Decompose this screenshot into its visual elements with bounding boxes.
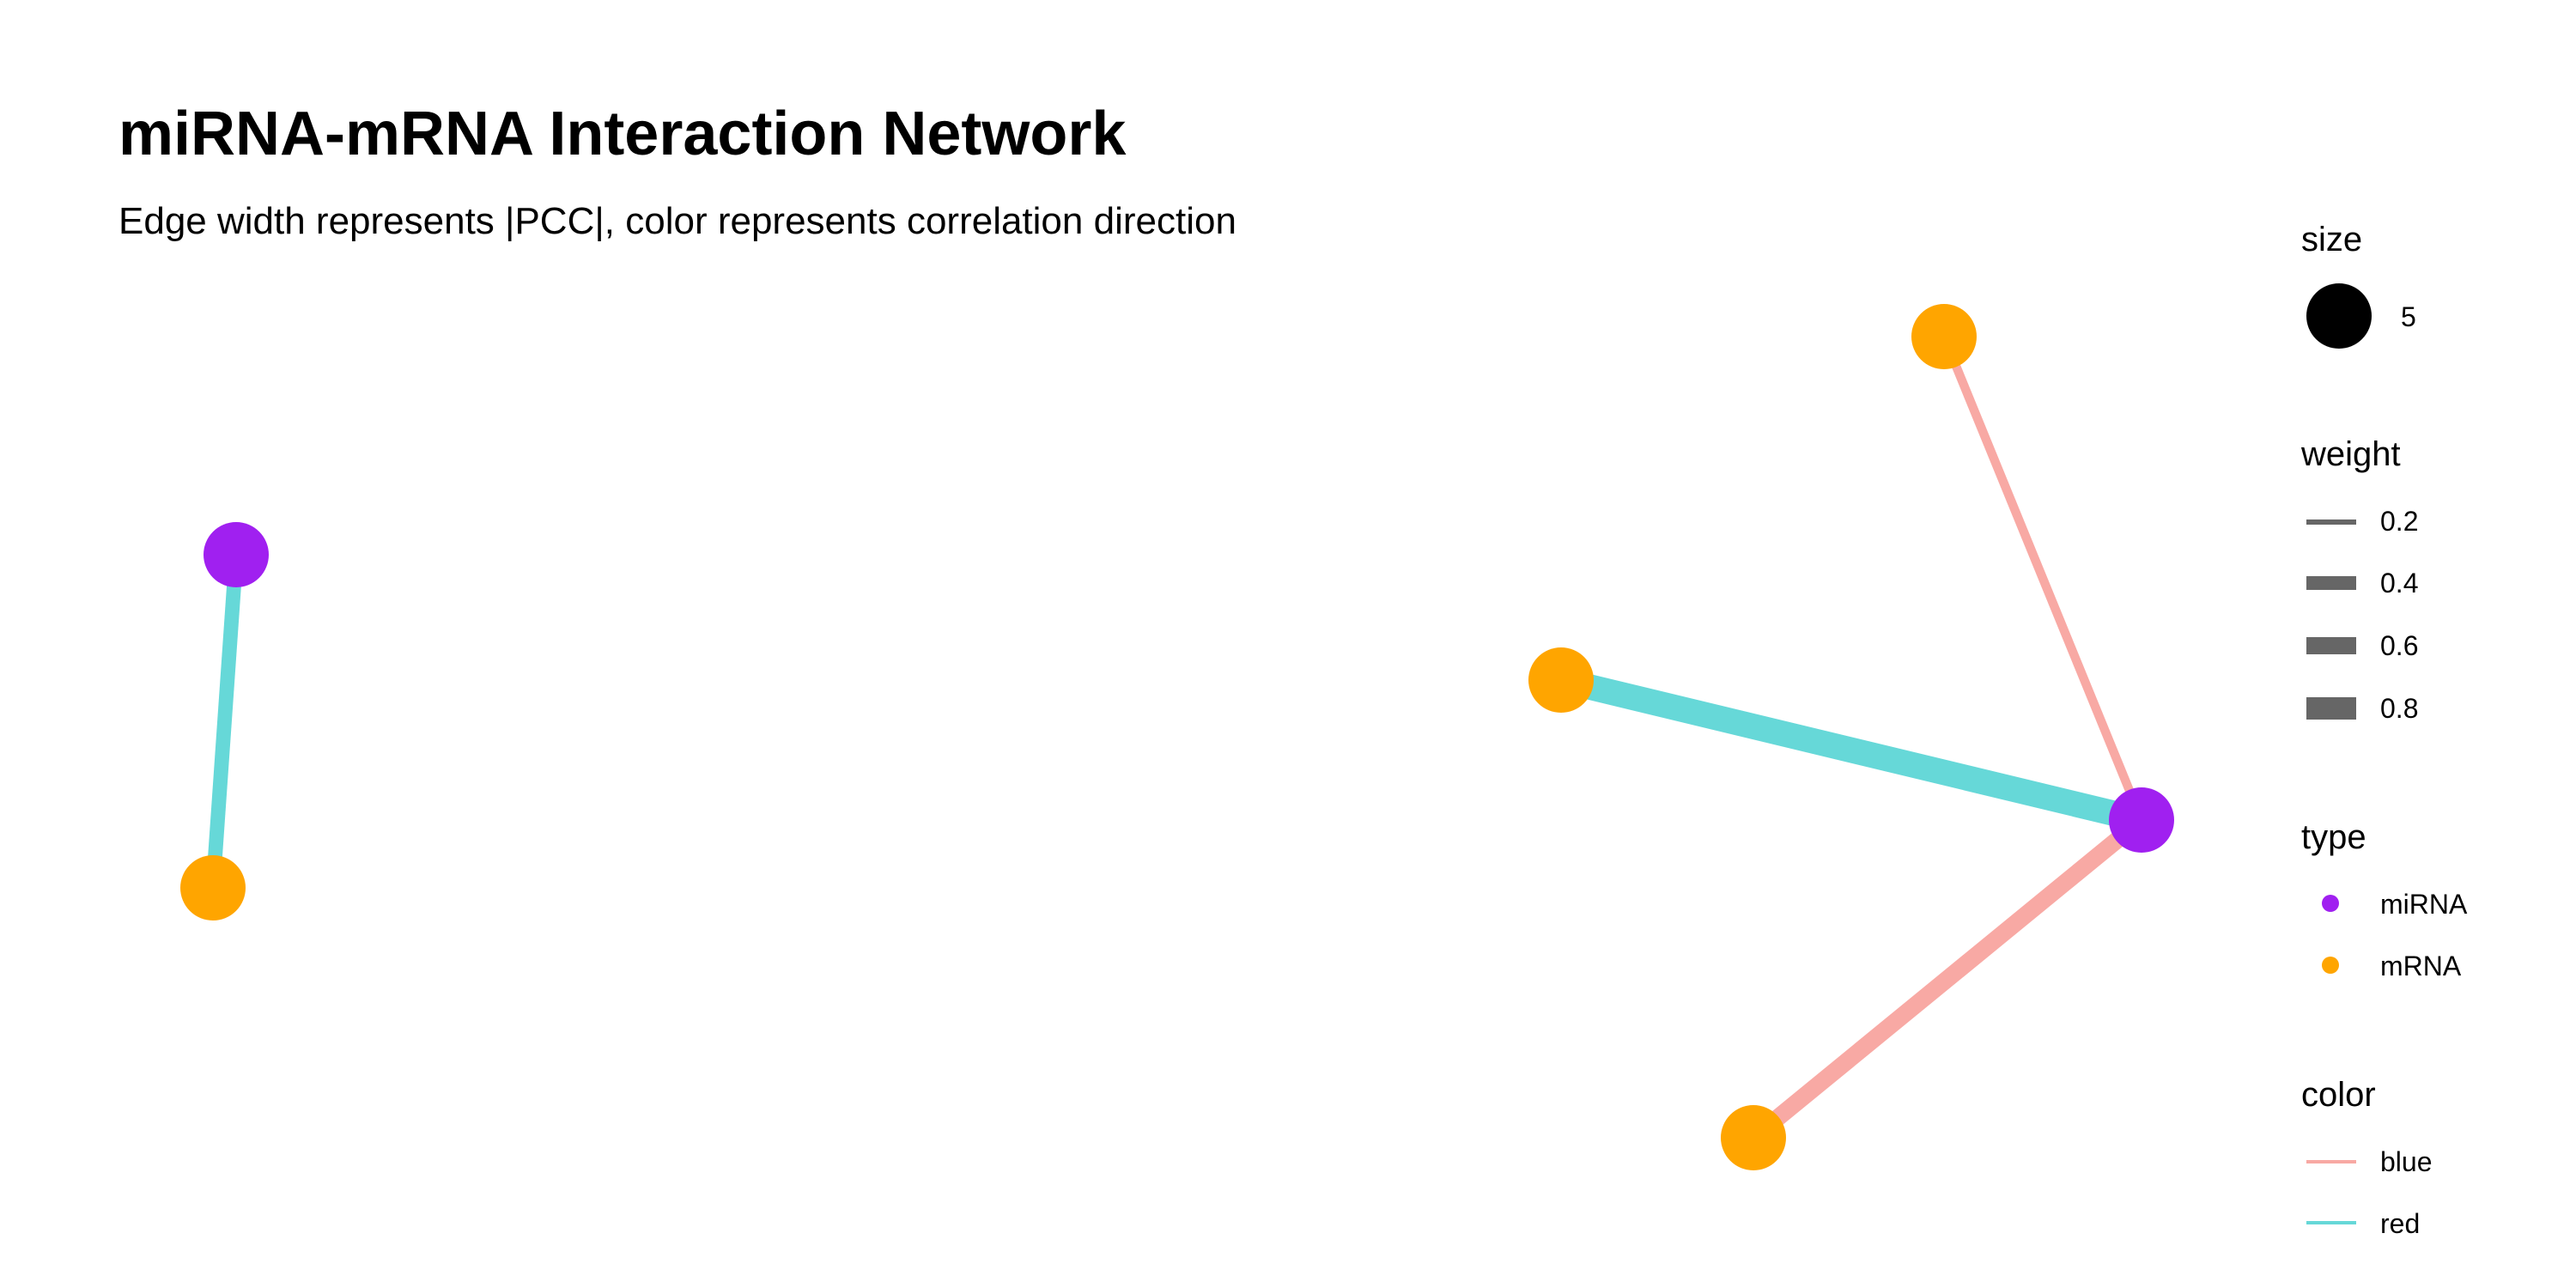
legend-weight-line-0.4	[2306, 576, 2356, 590]
legend-weight-line-0.6	[2306, 637, 2356, 654]
legend-weight: weight 0.2 0.4 0.6 0.8	[2300, 435, 2418, 724]
node-mrna-n3	[1911, 304, 1977, 369]
edge-n4-n5	[1558, 667, 2145, 833]
legend-type-title: type	[2301, 818, 2366, 856]
legend-weight-label-0.6: 0.6	[2380, 630, 2418, 661]
legend-type-mrna-symbol	[2322, 957, 2339, 974]
legend-size-symbol	[2306, 283, 2372, 349]
node-mrna-n4	[1528, 647, 1594, 713]
nodes-layer	[180, 304, 2174, 1170]
legend-color: color blue red	[2301, 1076, 2433, 1239]
legend-weight-line-0.2	[2306, 519, 2356, 525]
plot-title: miRNA-mRNA Interaction Network	[118, 100, 1127, 168]
legend-type-mrna-label: mRNA	[2380, 951, 2462, 981]
legend-type: type miRNA mRNA	[2301, 818, 2468, 981]
legend-color-red-label: red	[2380, 1208, 2420, 1239]
edge-n3-n5	[1940, 335, 2146, 822]
legend-size-title: size	[2301, 221, 2362, 258]
legend-size-label: 5	[2401, 301, 2416, 332]
plot-subtitle: Edge width represents |PCC|, color repre…	[118, 200, 1236, 242]
node-mirna-n1	[204, 522, 269, 587]
edges-layer	[205, 335, 2148, 1145]
legend: size 5 weight 0.2 0.4 0.6 0.8 type miRNA…	[2300, 221, 2468, 1239]
legend-weight-label-0.4: 0.4	[2380, 568, 2418, 598]
legend-weight-label-0.2: 0.2	[2380, 506, 2418, 537]
legend-type-mirna-symbol	[2322, 895, 2339, 912]
legend-type-mirna-label: miRNA	[2380, 889, 2468, 920]
node-mrna-n2	[180, 855, 246, 920]
legend-size: size 5	[2301, 221, 2416, 349]
legend-color-blue-line	[2306, 1160, 2356, 1163]
edge-n1-n2	[205, 554, 244, 889]
legend-color-blue-label: blue	[2380, 1146, 2433, 1177]
node-mrna-n6	[1721, 1105, 1786, 1170]
legend-color-title: color	[2301, 1076, 2376, 1114]
legend-color-red-line	[2306, 1221, 2356, 1224]
edge-n6-n5	[1747, 813, 2148, 1145]
node-mirna-n5	[2109, 787, 2174, 853]
legend-weight-line-0.8	[2306, 697, 2356, 720]
legend-weight-label-0.8: 0.8	[2380, 693, 2418, 724]
legend-weight-title: weight	[2300, 435, 2401, 473]
